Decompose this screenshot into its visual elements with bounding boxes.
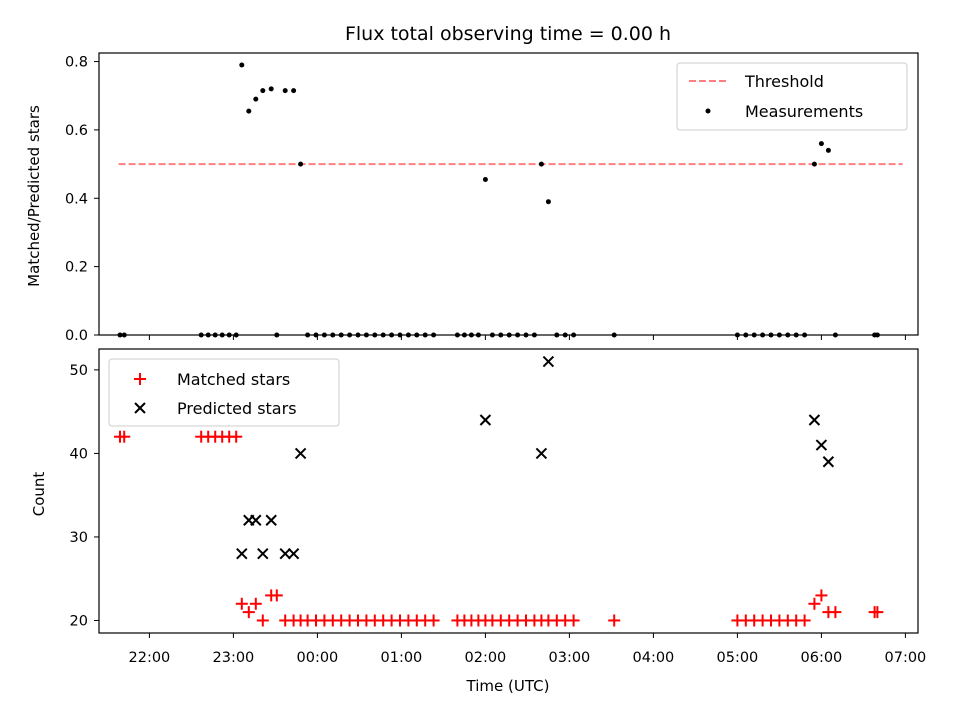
top-y-tick-label: 0.6 (65, 123, 88, 139)
bottom-y-tick-label: 40 (70, 446, 88, 462)
predicted-star-point (815, 439, 828, 451)
matched-star-point (118, 430, 131, 443)
top-legend: Threshold Measurements (676, 62, 908, 131)
top-y-axis-label: Matched/Predicted stars (25, 105, 43, 287)
matched-star-point (242, 606, 255, 619)
x-tick-label: 04:00 (633, 650, 675, 666)
x-tick-label: 07:00 (885, 650, 927, 666)
top-y-tick-label: 0.8 (65, 55, 88, 71)
legend-matched-swatch (134, 373, 146, 385)
predicted-star-point (250, 514, 262, 526)
top-y-tick-label: 0.0 (65, 328, 88, 344)
matched-star-point (815, 589, 828, 602)
matched-star-point (608, 614, 621, 627)
x-tick-label: 05:00 (717, 650, 759, 666)
predicted-star-point (542, 355, 555, 368)
matched-star-point (427, 614, 440, 627)
top-y-ticks: 0.0 0.2 0.4 0.6 0.8 (65, 55, 99, 344)
top-y-tick-label: 0.4 (65, 191, 88, 207)
top-plot-frame (98, 52, 919, 336)
measurement-point (818, 141, 824, 147)
x-tick-label: 03:00 (549, 650, 591, 666)
matched-star-point (256, 614, 269, 627)
measurement-point (253, 96, 259, 102)
bottom-plot-frame (98, 348, 919, 634)
x-tick-label: 01:00 (381, 650, 423, 666)
measurement-point (260, 88, 266, 94)
measurement-point (291, 88, 297, 94)
top-legend-box (676, 62, 908, 131)
bottom-y-axis-label: Count (30, 472, 48, 517)
legend-measurements-swatch (705, 108, 711, 114)
matched-star-point (270, 589, 283, 602)
predicted-star-point (257, 547, 269, 560)
predicted-star-point (279, 547, 291, 560)
bottom-y-tick-label: 30 (70, 530, 88, 546)
bottom-plot-marks (114, 355, 884, 627)
matched-star-point (230, 430, 243, 443)
legend-matched-label: Matched stars (177, 370, 290, 389)
measurement-point (811, 161, 817, 167)
bottom-y-tick-label: 50 (70, 363, 88, 379)
measurement-point (545, 199, 551, 205)
legend-predicted-swatch (134, 402, 146, 414)
top-panel: Flux total observing time = 0.00 h Match… (25, 23, 919, 344)
x-tick-label: 23:00 (213, 650, 255, 666)
predicted-star-point (236, 547, 248, 560)
x-axis-label: Time (UTC) (466, 677, 550, 695)
bottom-panel: Count Time (UTC) 20 30 40 50 22:00 23:00 00:0… (30, 348, 927, 695)
measurement-point (538, 161, 544, 167)
measurement-point (298, 161, 304, 167)
legend-predicted-label: Predicted stars (177, 399, 297, 418)
measurement-point (825, 147, 831, 153)
x-tick-label: 22:00 (129, 650, 171, 666)
bottom-x-ticks: 22:00 23:00 00:00 01:00 02:00 03:00 04:00 05:00… (129, 633, 927, 666)
predicted-star-point (822, 456, 835, 468)
legend-threshold-label: Threshold (744, 72, 824, 91)
chart-title: Flux total observing time = 0.00 h (345, 23, 671, 45)
measurement-point (246, 108, 252, 114)
measurement-point (282, 88, 288, 94)
predicted-star-point (265, 514, 277, 526)
matched-star-point (249, 597, 262, 610)
predicted-star-point (287, 547, 300, 560)
x-tick-label: 00:00 (297, 650, 339, 666)
top-x-ticks (148, 335, 906, 340)
bottom-y-ticks: 20 30 40 50 (70, 363, 99, 629)
bottom-legend-box (108, 358, 340, 427)
matched-star-point (567, 614, 580, 627)
x-tick-label: 02:00 (465, 650, 507, 666)
predicted-star-point (535, 447, 548, 460)
predicted-star-point (294, 447, 307, 460)
predicted-star-point (479, 414, 492, 426)
matched-star-point (808, 597, 821, 610)
top-y-tick-label: 0.2 (65, 260, 88, 276)
matched-star-point (871, 606, 884, 619)
matched-star-point (798, 614, 811, 627)
matched-star-point (829, 606, 842, 619)
matched-star-point (235, 597, 248, 610)
measurement-point (482, 176, 488, 182)
bottom-legend: Matched stars Predicted stars (108, 358, 340, 427)
legend-measurements-label: Measurements (745, 102, 863, 121)
bottom-y-tick-label: 20 (70, 613, 88, 629)
predicted-star-point (808, 414, 821, 426)
measurement-point (239, 62, 245, 68)
measurement-point (268, 86, 274, 92)
x-tick-label: 06:00 (801, 650, 843, 666)
